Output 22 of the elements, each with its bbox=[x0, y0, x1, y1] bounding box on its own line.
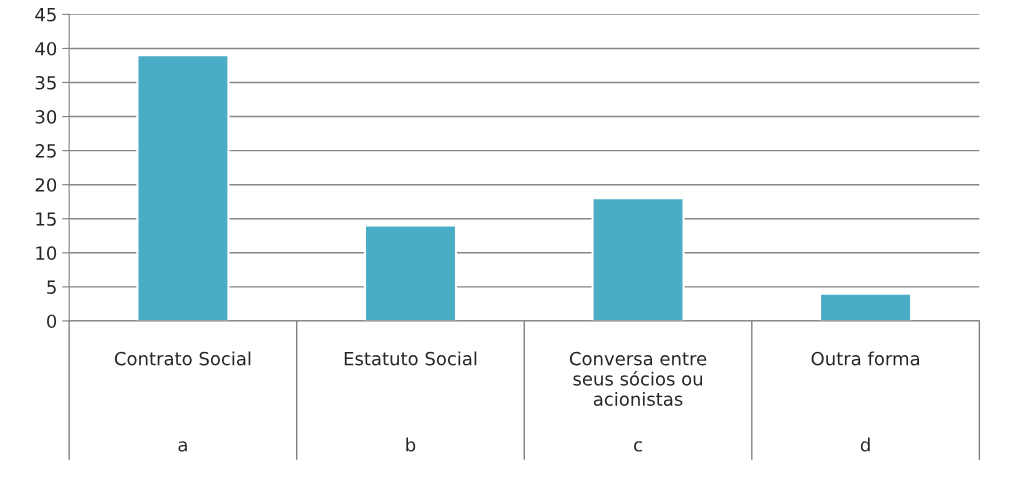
y-tick-label: 15 bbox=[36, 212, 56, 226]
y-tick-label: 35 bbox=[35, 75, 56, 90]
y-tick-label: 20 bbox=[35, 178, 57, 192]
x-tick-label: Conversa entre seus sócios ou acionistas bbox=[569, 351, 707, 406]
bar bbox=[363, 224, 458, 321]
y-tick-label: 30 bbox=[35, 110, 57, 124]
x-tick-label: Contrato Social bbox=[114, 351, 251, 366]
text: c bbox=[634, 441, 642, 452]
x-tick-label: Outra forma bbox=[811, 351, 920, 366]
y-tick-label: 25 bbox=[35, 144, 56, 158]
bar bbox=[591, 197, 685, 321]
text: a bbox=[178, 441, 187, 452]
y-tick-label: 5 bbox=[47, 280, 56, 294]
y-tick-label: 10 bbox=[36, 246, 57, 260]
x-tick-label: Estatuto Social bbox=[344, 351, 477, 366]
y-tick-label: 45 bbox=[35, 8, 56, 22]
text: d bbox=[860, 437, 870, 452]
bar bbox=[136, 54, 230, 321]
bar bbox=[819, 292, 913, 321]
y-tick-label: 0 bbox=[47, 314, 57, 329]
text: b bbox=[406, 437, 416, 452]
y-tick-label: 40 bbox=[35, 41, 57, 56]
